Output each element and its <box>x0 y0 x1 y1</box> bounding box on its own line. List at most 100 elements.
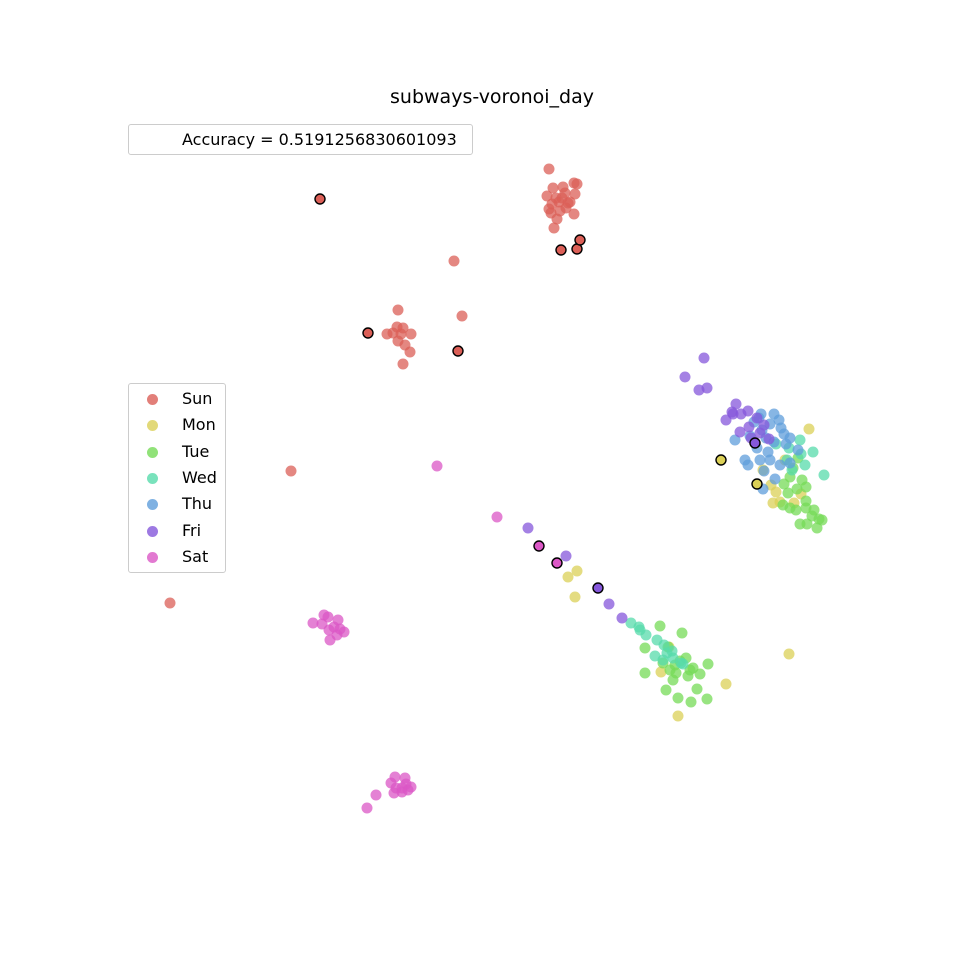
point-sun-11 <box>381 328 393 340</box>
point-thu-21 <box>775 422 787 434</box>
point-wed-19 <box>794 434 806 446</box>
highlighted-point-sat-1 <box>551 557 563 569</box>
point-sun-33 <box>564 196 576 208</box>
point-tue-37 <box>778 478 790 490</box>
point-fri-3 <box>522 522 534 534</box>
point-sun-23 <box>568 208 580 220</box>
point-mon-6 <box>571 565 583 577</box>
point-sun-32 <box>550 192 562 204</box>
point-sun-10 <box>397 322 409 334</box>
legend-marker-wed <box>147 472 158 484</box>
point-thu-26 <box>780 438 792 450</box>
legend-item-sun: Sun <box>129 386 227 412</box>
point-wed-12 <box>799 459 811 471</box>
point-thu-23 <box>792 444 804 456</box>
point-tue-16 <box>676 627 688 639</box>
points-layer <box>164 163 830 814</box>
point-fri-2 <box>560 550 572 562</box>
point-sun-34 <box>559 187 571 199</box>
point-tue-41 <box>813 513 825 525</box>
point-fri-18 <box>698 352 710 364</box>
highlighted-point-mon-4 <box>715 454 727 466</box>
legend-marker-sun <box>147 394 158 405</box>
legend-item-thu: Thu <box>129 491 227 517</box>
point-mon-1 <box>720 678 732 690</box>
point-sat-22 <box>334 623 346 635</box>
point-mon-5 <box>562 571 574 583</box>
point-tue-2 <box>672 692 684 704</box>
point-thu-1 <box>769 473 781 485</box>
chart-title: subways-voronoi_day <box>390 86 594 108</box>
point-tue-1 <box>701 693 713 705</box>
point-fri-17 <box>679 371 691 383</box>
point-sun-13 <box>456 310 468 322</box>
point-fri-7 <box>758 419 770 431</box>
point-mon-4 <box>569 591 581 603</box>
legend-label-wed: Wed <box>182 467 217 487</box>
point-sun-31 <box>543 163 555 175</box>
point-wed-20 <box>661 647 673 659</box>
highlighted-point-sat-2 <box>533 540 545 552</box>
point-tue-14 <box>639 667 651 679</box>
point-sat-9 <box>399 772 411 784</box>
legend-label-sun: Sun <box>182 389 213 408</box>
legend-label-sat: Sat <box>182 546 209 566</box>
point-thu-6 <box>774 459 786 471</box>
point-sun-15 <box>548 222 560 234</box>
day-legend: Sun Mon Tue Wed Thu Fri Sat <box>128 383 226 573</box>
point-sun-35 <box>545 207 557 219</box>
point-sun-26 <box>547 182 559 194</box>
point-sun-0 <box>164 597 176 609</box>
legend-label-tue: Tue <box>182 441 210 461</box>
point-fri-12 <box>742 405 754 417</box>
point-sun-28 <box>569 188 581 200</box>
point-tue-21 <box>801 518 813 530</box>
legend-marker-thu <box>147 499 158 511</box>
point-sun-6 <box>405 328 417 340</box>
point-sat-23 <box>491 511 503 523</box>
legend-label-mon: Mon <box>182 415 216 435</box>
point-fri-16 <box>701 382 713 394</box>
point-tue-4 <box>691 683 703 695</box>
point-tue-40 <box>800 495 812 507</box>
point-tue-17 <box>654 620 666 632</box>
point-mon-3 <box>783 648 795 660</box>
accuracy-annotation: Accuracy = 0.5191256830601093 <box>182 130 457 149</box>
point-wed-9 <box>625 617 637 629</box>
point-tue-11 <box>694 668 706 680</box>
legend-marker-mon <box>147 420 158 432</box>
legend-item-mon: Mon <box>129 412 227 438</box>
point-sat-8 <box>370 789 382 801</box>
accuracy-legend: Accuracy = 0.5191256830601093 <box>128 124 473 155</box>
point-wed-11 <box>818 469 830 481</box>
legend-item-tue: Tue <box>129 439 227 465</box>
point-tue-28 <box>777 499 789 511</box>
point-fri-14 <box>726 406 738 418</box>
legend-item-fri: Fri <box>129 518 227 544</box>
point-wed-5 <box>651 634 663 646</box>
point-sun-2 <box>397 358 409 370</box>
legend-marker-tue <box>147 446 158 458</box>
point-fri-5 <box>743 421 755 433</box>
point-thu-24 <box>729 434 741 446</box>
point-tue-31 <box>791 483 803 495</box>
point-mon-0 <box>672 710 684 722</box>
highlighted-point-sun-6 <box>452 345 464 357</box>
legend-label-thu: Thu <box>182 494 213 514</box>
highlighted-point-sun-7 <box>362 327 374 339</box>
point-fri-0 <box>603 598 615 610</box>
point-tue-30 <box>782 487 794 499</box>
point-sun-12 <box>392 304 404 316</box>
point-sun-1 <box>285 465 297 477</box>
point-tue-12 <box>702 658 714 670</box>
point-sat-10 <box>389 771 401 783</box>
legend-marker-sat <box>147 551 158 563</box>
point-tue-29 <box>808 504 820 516</box>
point-thu-8 <box>762 446 774 458</box>
point-sat-17 <box>307 617 319 629</box>
point-thu-7 <box>784 457 796 469</box>
point-thu-2 <box>758 465 770 477</box>
legend-item-sat: Sat <box>129 544 227 570</box>
highlighted-point-fri-0 <box>592 582 604 594</box>
point-sun-25 <box>541 190 553 202</box>
